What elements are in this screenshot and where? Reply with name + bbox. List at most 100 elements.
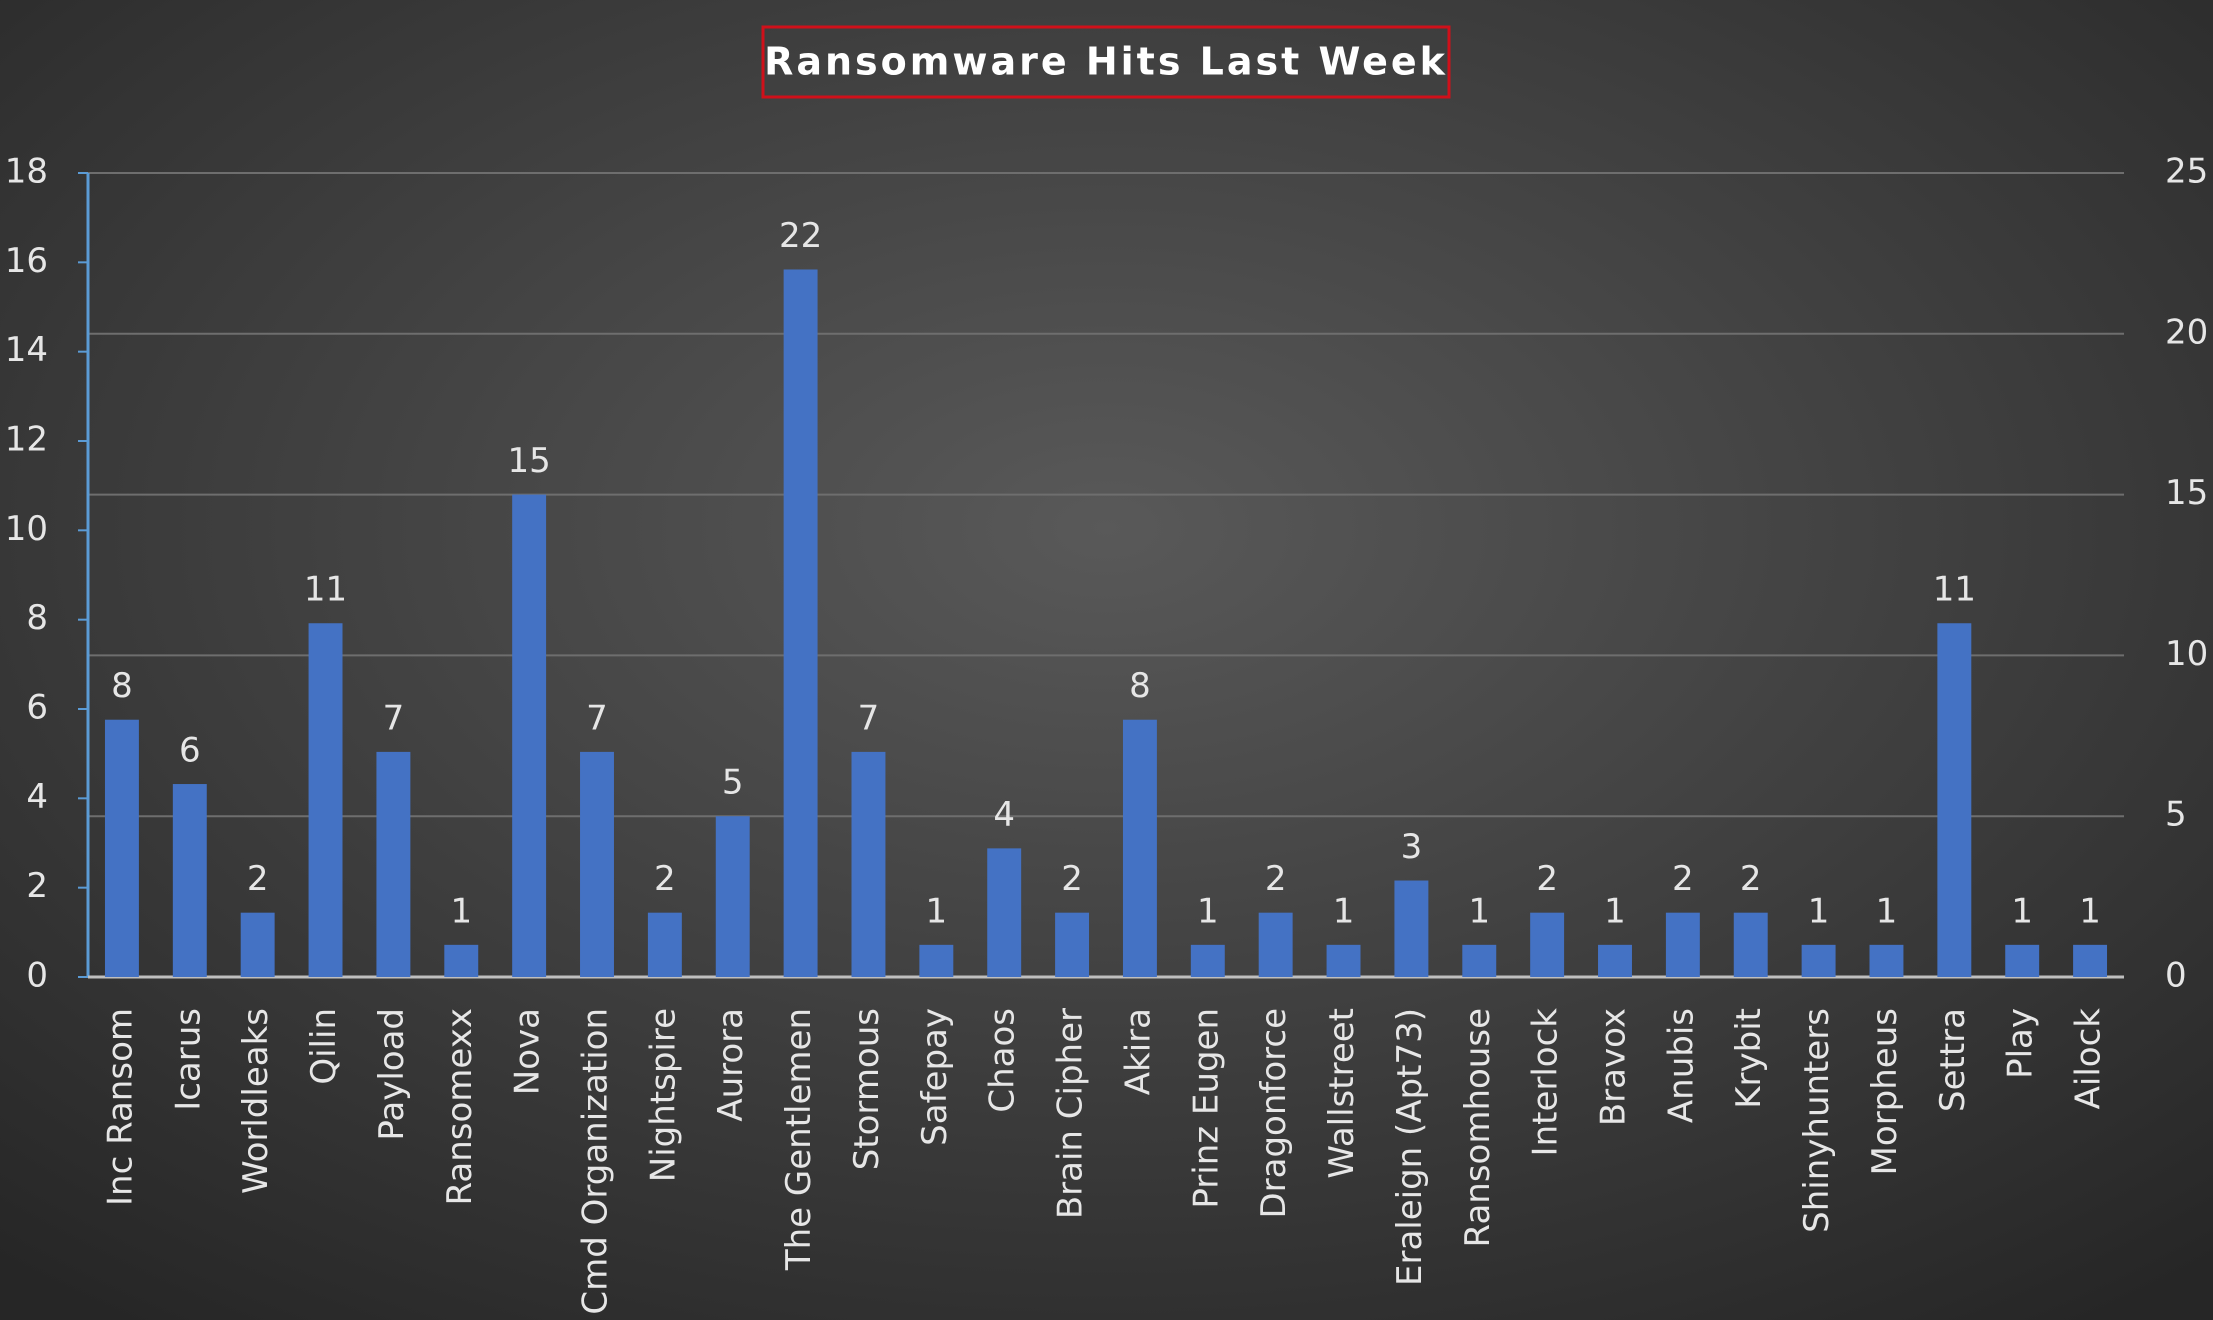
data-label: 22 xyxy=(779,216,822,256)
bar xyxy=(1801,944,1836,977)
data-label: 11 xyxy=(304,570,347,610)
bar xyxy=(580,751,614,977)
data-label: 2 xyxy=(1265,859,1287,899)
y-tick-label: 18 xyxy=(5,152,48,192)
x-tick-label: Settra xyxy=(1933,1008,1973,1112)
x-tick-label: Anubis xyxy=(1661,1008,1701,1123)
bar xyxy=(715,816,750,977)
x-tick-label: Nightspire xyxy=(643,1008,683,1182)
x-tick-label: Ransomexx xyxy=(440,1008,480,1205)
bar xyxy=(987,848,1022,977)
y2-tick-label: 25 xyxy=(2165,152,2208,192)
data-label: 11 xyxy=(1933,570,1976,610)
x-tick-label: Qilin xyxy=(304,1008,344,1085)
data-label: 1 xyxy=(1604,891,1626,931)
y-tick-label: 2 xyxy=(26,866,48,906)
bar xyxy=(1733,912,1768,977)
bar xyxy=(1869,944,1904,977)
x-tick-label: Chaos xyxy=(983,1008,1023,1113)
y-tick-label: 8 xyxy=(26,598,48,638)
chart-title: Ransomware Hits Last Week xyxy=(764,40,1448,84)
bar xyxy=(2073,944,2108,977)
data-label: 4 xyxy=(993,795,1015,835)
bar xyxy=(851,751,886,977)
data-label: 2 xyxy=(1740,859,1762,899)
x-tick-label: Play xyxy=(2001,1008,2041,1079)
x-tick-label: Wallstreet xyxy=(1322,1008,1362,1179)
x-tick-label: The Gentlemen xyxy=(779,1008,819,1271)
x-tick-label: Inc Ransom xyxy=(100,1008,140,1206)
bar xyxy=(104,719,139,977)
x-tick-label: Shinyhunters xyxy=(1797,1008,1837,1233)
bar xyxy=(308,623,343,977)
bar xyxy=(1122,719,1157,977)
x-tick-label: Aurora xyxy=(711,1008,751,1122)
data-label: 8 xyxy=(1129,666,1151,706)
data-label: 1 xyxy=(1876,891,1898,931)
data-label: 8 xyxy=(111,666,133,706)
y-tick-label: 0 xyxy=(26,956,48,996)
bar xyxy=(1190,944,1225,977)
data-label: 1 xyxy=(1333,891,1355,931)
x-tick-label: Icarus xyxy=(168,1008,208,1111)
y2-tick-label: 5 xyxy=(2165,795,2187,835)
x-tick-label: Cmd Organization xyxy=(576,1008,616,1315)
data-label: 15 xyxy=(508,441,551,481)
y-tick-label: 16 xyxy=(5,241,48,281)
bar xyxy=(1258,912,1293,977)
bar xyxy=(783,269,818,978)
x-tick-label: Prinz Eugen xyxy=(1186,1008,1226,1209)
x-tick-label: Dragonforce xyxy=(1254,1008,1294,1219)
data-label: 7 xyxy=(383,698,405,738)
bar xyxy=(1462,944,1497,977)
bar xyxy=(647,912,682,977)
data-label: 2 xyxy=(1672,859,1694,899)
bar xyxy=(444,944,479,977)
data-label: 7 xyxy=(586,698,608,738)
data-label: 1 xyxy=(1197,891,1219,931)
data-label: 7 xyxy=(858,698,880,738)
data-label: 6 xyxy=(179,731,201,771)
bar xyxy=(1055,912,1090,977)
data-label: 1 xyxy=(2079,891,2101,931)
x-tick-label: Ailock xyxy=(2069,1008,2109,1110)
bar xyxy=(512,494,547,977)
y-tick-label: 4 xyxy=(26,777,48,817)
y2-tick-label: 0 xyxy=(2165,956,2187,996)
title-box xyxy=(761,25,1451,99)
x-tick-label: Nova xyxy=(508,1008,548,1095)
data-label: 3 xyxy=(1401,827,1423,867)
y2-tick-label: 20 xyxy=(2165,312,2208,352)
x-tick-label: Akira xyxy=(1118,1008,1158,1095)
x-tick-label: Worldleaks xyxy=(236,1008,276,1194)
data-label: 2 xyxy=(247,859,269,899)
x-tick-label: Krybit xyxy=(1729,1008,1769,1109)
x-tick-label: Morpheus xyxy=(1865,1008,1905,1175)
y-tick-label: 6 xyxy=(26,688,48,728)
x-tick-label: Bravox xyxy=(1594,1008,1634,1126)
y-tick-label: 14 xyxy=(5,330,48,370)
bar xyxy=(1326,944,1361,977)
data-label: 2 xyxy=(1536,859,1558,899)
x-tick-label: Brain Cipher xyxy=(1051,1008,1091,1219)
data-label: 1 xyxy=(1468,891,1490,931)
x-tick-label: Eraleign (Apt73) xyxy=(1390,1008,1430,1286)
x-tick-label: Safepay xyxy=(915,1008,955,1146)
bar xyxy=(919,944,954,977)
x-tick-label: Ransomhouse xyxy=(1458,1008,1498,1247)
bar xyxy=(376,751,411,977)
bar xyxy=(240,912,275,977)
data-label: 1 xyxy=(1808,891,1830,931)
y-tick-label: 10 xyxy=(5,509,48,549)
bar xyxy=(1665,912,1700,977)
bar xyxy=(2005,944,2040,977)
x-tick-label: Interlock xyxy=(1526,1008,1566,1157)
data-label: 2 xyxy=(1061,859,1083,899)
bar xyxy=(172,784,207,977)
y2-tick-label: 15 xyxy=(2165,473,2208,513)
y2-tick-label: 10 xyxy=(2165,634,2208,674)
bar xyxy=(1598,944,1632,977)
x-tick-label: Payload xyxy=(372,1008,412,1141)
